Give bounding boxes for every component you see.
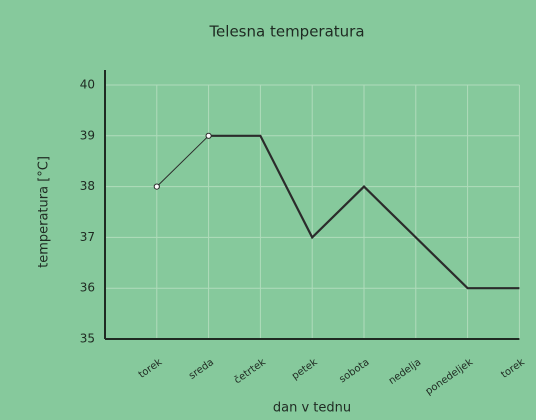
point [153,183,160,190]
y-tick-label: 38 [80,179,95,193]
y-tick-label: 40 [80,78,95,92]
y-tick-label: 39 [80,128,95,142]
chart-title: Telesna temperatura [208,23,364,41]
line [208,134,520,290]
point [205,132,212,139]
y-axis-title: temperatura [°C] [37,156,52,268]
y-tick-label: 35 [80,332,95,346]
y-tick-label: 37 [80,230,95,244]
line-thin [156,135,209,187]
x-axis-title: dan v tednu [273,401,351,416]
y-tick-label: 36 [80,281,95,295]
